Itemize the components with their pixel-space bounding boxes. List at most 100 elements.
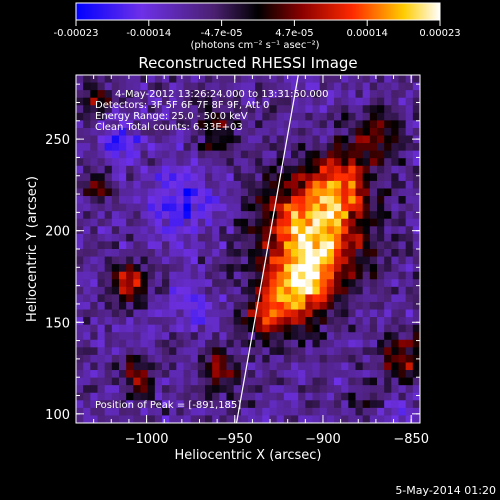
heatmap-cell [197,324,206,333]
heatmap-cell [326,150,335,159]
heatmap-cell [197,264,206,273]
heatmap-cell [291,256,299,265]
heatmap-cell [197,256,206,265]
heatmap-cell [240,271,249,280]
heatmap-cell [369,317,378,326]
colorbar-ticks [75,20,441,26]
heatmap-cell [398,233,407,243]
heatmap-cell [355,264,364,273]
heatmap-cell [147,415,156,423]
heatmap-cell [362,97,371,106]
heatmap-cell [276,180,285,190]
heatmap-cell [312,264,321,273]
heatmap-cell [341,165,349,174]
heatmap-cell [391,294,400,303]
heatmap-cell [176,165,185,174]
heatmap-cell [154,82,163,91]
heatmap-cell [305,332,314,341]
heatmap-cell [183,370,192,379]
heatmap-cell [83,158,91,167]
heatmap-cell [291,385,299,394]
heatmap-cell [348,188,357,197]
heatmap-cell [154,407,163,417]
heatmap-cell [291,196,299,205]
heatmap-cell [362,105,371,114]
heatmap-cell [147,97,156,106]
heatmap-cell [240,233,249,243]
heatmap-cell [176,203,185,212]
heatmap-cell [269,165,278,174]
heatmap-cell [126,271,134,280]
heatmap-cell [326,90,335,99]
heatmap-cell [90,97,99,106]
heatmap-cell [334,301,342,311]
heatmap-cell [269,324,278,333]
heatmap-cell [369,339,378,348]
heatmap-cell [133,135,142,144]
heatmap-cell [219,407,228,417]
heatmap-cell [283,135,292,144]
colorbar-tick-label: 0.00023 [419,28,460,39]
heatmap-cell [226,317,235,326]
heatmap-cell [369,211,378,220]
heatmap-cell [219,97,228,106]
heatmap-cell [133,143,142,152]
heatmap-cell [248,347,256,356]
heatmap-cell [205,301,213,311]
heatmap-cell [119,264,127,273]
heatmap-cell [283,370,292,379]
heatmap-cell [412,165,420,174]
heatmap-cell [255,347,263,356]
heatmap-cell [140,385,149,394]
heatmap-cell [140,400,149,409]
heatmap-cell [154,264,163,273]
heatmap-cell [298,218,306,227]
heatmap-cell [262,407,271,417]
heatmap-cell [269,105,278,114]
heatmap-cell [334,105,342,114]
heatmap-cell [111,165,120,174]
heatmap-cell [305,294,314,303]
peak-position-label: Position of Peak = [-891,185] [95,400,241,411]
heatmap-cell [240,294,249,303]
heatmap-cell [312,112,321,121]
heatmap-cell [262,226,271,235]
heatmap-cell [219,294,228,303]
heatmap-cell [162,354,170,364]
heatmap-cell [298,324,306,333]
heatmap-cell [147,301,156,311]
heatmap-cell [269,180,278,190]
heatmap-cell [183,271,192,280]
heatmap-cell [197,415,206,423]
heatmap-cell [205,218,213,227]
heatmap-cell [334,362,342,371]
heatmap-cell [133,196,142,205]
heatmap-cell [405,173,414,182]
heatmap-cell [233,324,242,333]
heatmap-cell [83,392,91,401]
heatmap-cell [212,309,220,318]
heatmap-cell [355,324,364,333]
heatmap-cell [83,347,91,356]
heatmap-cell [248,233,256,243]
heatmap-cell [212,112,220,121]
heatmap-cell [233,105,242,114]
heatmap-cell [233,385,242,394]
heatmap-cell [104,105,113,114]
heatmap-cell [283,407,292,417]
heatmap-cell [90,75,99,84]
heatmap-cell [334,332,342,341]
heatmap-cell [147,370,156,379]
heatmap-cell [319,347,328,356]
heatmap-cell [326,407,335,417]
heatmap-cell [369,233,378,243]
heatmap-cell [83,339,91,348]
heatmap-cell [140,309,149,318]
heatmap-cell [190,249,199,258]
heatmap-cell [262,211,271,220]
heatmap-cell [183,203,192,212]
heatmap-cell [140,294,149,303]
heatmap-cell [334,97,342,106]
heatmap-cell [326,203,335,212]
heatmap-cell [355,180,364,190]
